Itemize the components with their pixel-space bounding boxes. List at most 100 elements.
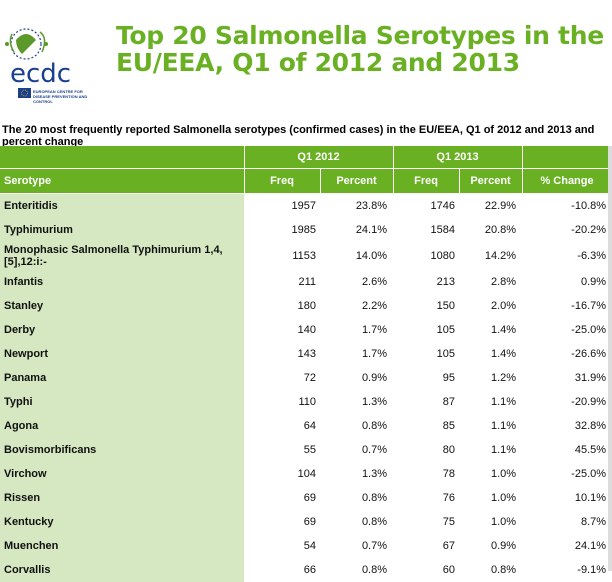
serotype-cell: Derby [0, 318, 244, 342]
serotype-cell: Typhi [0, 390, 244, 414]
column-header-percent-change: % Change [522, 169, 612, 194]
percent-2012-cell: 2.6% [320, 270, 393, 294]
freq-2013-cell: 105 [393, 342, 459, 366]
freq-2013-cell: 85 [393, 414, 459, 438]
percent-2012-cell: 0.8% [320, 558, 393, 582]
percent-2013-cell: 1.0% [459, 486, 522, 510]
freq-2012-cell: 72 [244, 366, 320, 390]
percent-change-cell: -10.8% [522, 194, 612, 219]
serotype-cell: Enteritidis [0, 194, 244, 219]
percent-2013-cell: 2.8% [459, 270, 522, 294]
percent-change-cell: 0.9% [522, 270, 612, 294]
serotype-cell: Rissen [0, 486, 244, 510]
freq-2013-cell: 76 [393, 486, 459, 510]
percent-change-cell: 8.7% [522, 510, 612, 534]
serotype-table: Q1 2012 Q1 2013 Serotype Freq Percent Fr… [0, 146, 612, 582]
serotype-cell: Panama [0, 366, 244, 390]
freq-2013-cell: 1746 [393, 194, 459, 219]
percent-2012-cell: 1.3% [320, 462, 393, 486]
percent-2012-cell: 1.7% [320, 318, 393, 342]
percent-2012-cell: 2.2% [320, 294, 393, 318]
freq-2012-cell: 143 [244, 342, 320, 366]
freq-2012-cell: 69 [244, 510, 320, 534]
percent-2012-cell: 0.9% [320, 366, 393, 390]
percent-2013-cell: 22.9% [459, 194, 522, 219]
freq-2013-cell: 213 [393, 270, 459, 294]
freq-2012-cell: 1985 [244, 218, 320, 242]
freq-2012-cell: 180 [244, 294, 320, 318]
freq-2013-cell: 95 [393, 366, 459, 390]
percent-change-cell: 10.1% [522, 486, 612, 510]
percent-2013-cell: 0.9% [459, 534, 522, 558]
freq-2012-cell: 1153 [244, 242, 320, 270]
percent-2013-cell: 2.0% [459, 294, 522, 318]
percent-2012-cell: 1.7% [320, 342, 393, 366]
percent-2012-cell: 24.1% [320, 218, 393, 242]
percent-2012-cell: 1.3% [320, 390, 393, 414]
serotype-cell: Monophasic Salmonella Typhimurium 1,4,[5… [0, 242, 244, 270]
serotype-cell: Typhimurium [0, 218, 244, 242]
freq-2012-cell: 140 [244, 318, 320, 342]
scrollbar-edge [608, 146, 612, 571]
freq-2012-cell: 55 [244, 438, 320, 462]
table-row: Monophasic Salmonella Typhimurium 1,4,[5… [0, 242, 612, 270]
percent-change-cell: 32.8% [522, 414, 612, 438]
percent-2012-cell: 14.0% [320, 242, 393, 270]
percent-2012-cell: 0.7% [320, 534, 393, 558]
percent-2013-cell: 1.4% [459, 342, 522, 366]
percent-2012-cell: 0.8% [320, 510, 393, 534]
percent-2012-cell: 0.8% [320, 486, 393, 510]
freq-2012-cell: 64 [244, 414, 320, 438]
percent-change-cell: 24.1% [522, 534, 612, 558]
percent-2013-cell: 1.2% [459, 366, 522, 390]
percent-2013-cell: 1.0% [459, 510, 522, 534]
freq-2012-cell: 110 [244, 390, 320, 414]
freq-2013-cell: 150 [393, 294, 459, 318]
percent-2013-cell: 1.0% [459, 462, 522, 486]
freq-2012-cell: 104 [244, 462, 320, 486]
table-caption: The 20 most frequently reported Salmonel… [2, 124, 602, 148]
logo-caption: EUROPEAN CENTRE FOR DISEASE PREVENTION A… [33, 89, 99, 104]
freq-2013-cell: 1584 [393, 218, 459, 242]
serotype-cell: Muenchen [0, 534, 244, 558]
freq-2012-cell: 211 [244, 270, 320, 294]
freq-2012-cell: 69 [244, 486, 320, 510]
serotype-cell: Corvallis [0, 558, 244, 582]
percent-2013-cell: 1.1% [459, 390, 522, 414]
percent-2012-cell: 0.8% [320, 414, 393, 438]
ecdc-logo: ecdc EUROPEAN CENTRE FOR DISEASE PREVENT… [2, 18, 102, 110]
percent-2013-cell: 14.2% [459, 242, 522, 270]
percent-change-cell: -16.7% [522, 294, 612, 318]
serotype-cell: Bovismorbificans [0, 438, 244, 462]
percent-2012-cell: 23.8% [320, 194, 393, 219]
freq-2012-cell: 54 [244, 534, 320, 558]
column-header-percent-2012: Percent [320, 169, 393, 194]
freq-2013-cell: 75 [393, 510, 459, 534]
column-header-freq-2012: Freq [244, 169, 320, 194]
freq-2013-cell: 60 [393, 558, 459, 582]
header-q1-2012: Q1 2012 [244, 146, 393, 169]
freq-2012-cell: 66 [244, 558, 320, 582]
percent-2013-cell: 1.4% [459, 318, 522, 342]
serotype-cell: Agona [0, 414, 244, 438]
column-header-percent-2013: Percent [459, 169, 522, 194]
percent-change-cell: 31.9% [522, 366, 612, 390]
page-title: Top 20 Salmonella Serotypes in the EU/EE… [116, 22, 606, 76]
freq-2013-cell: 105 [393, 318, 459, 342]
serotype-cell: Kentucky [0, 510, 244, 534]
percent-change-cell: -20.9% [522, 390, 612, 414]
